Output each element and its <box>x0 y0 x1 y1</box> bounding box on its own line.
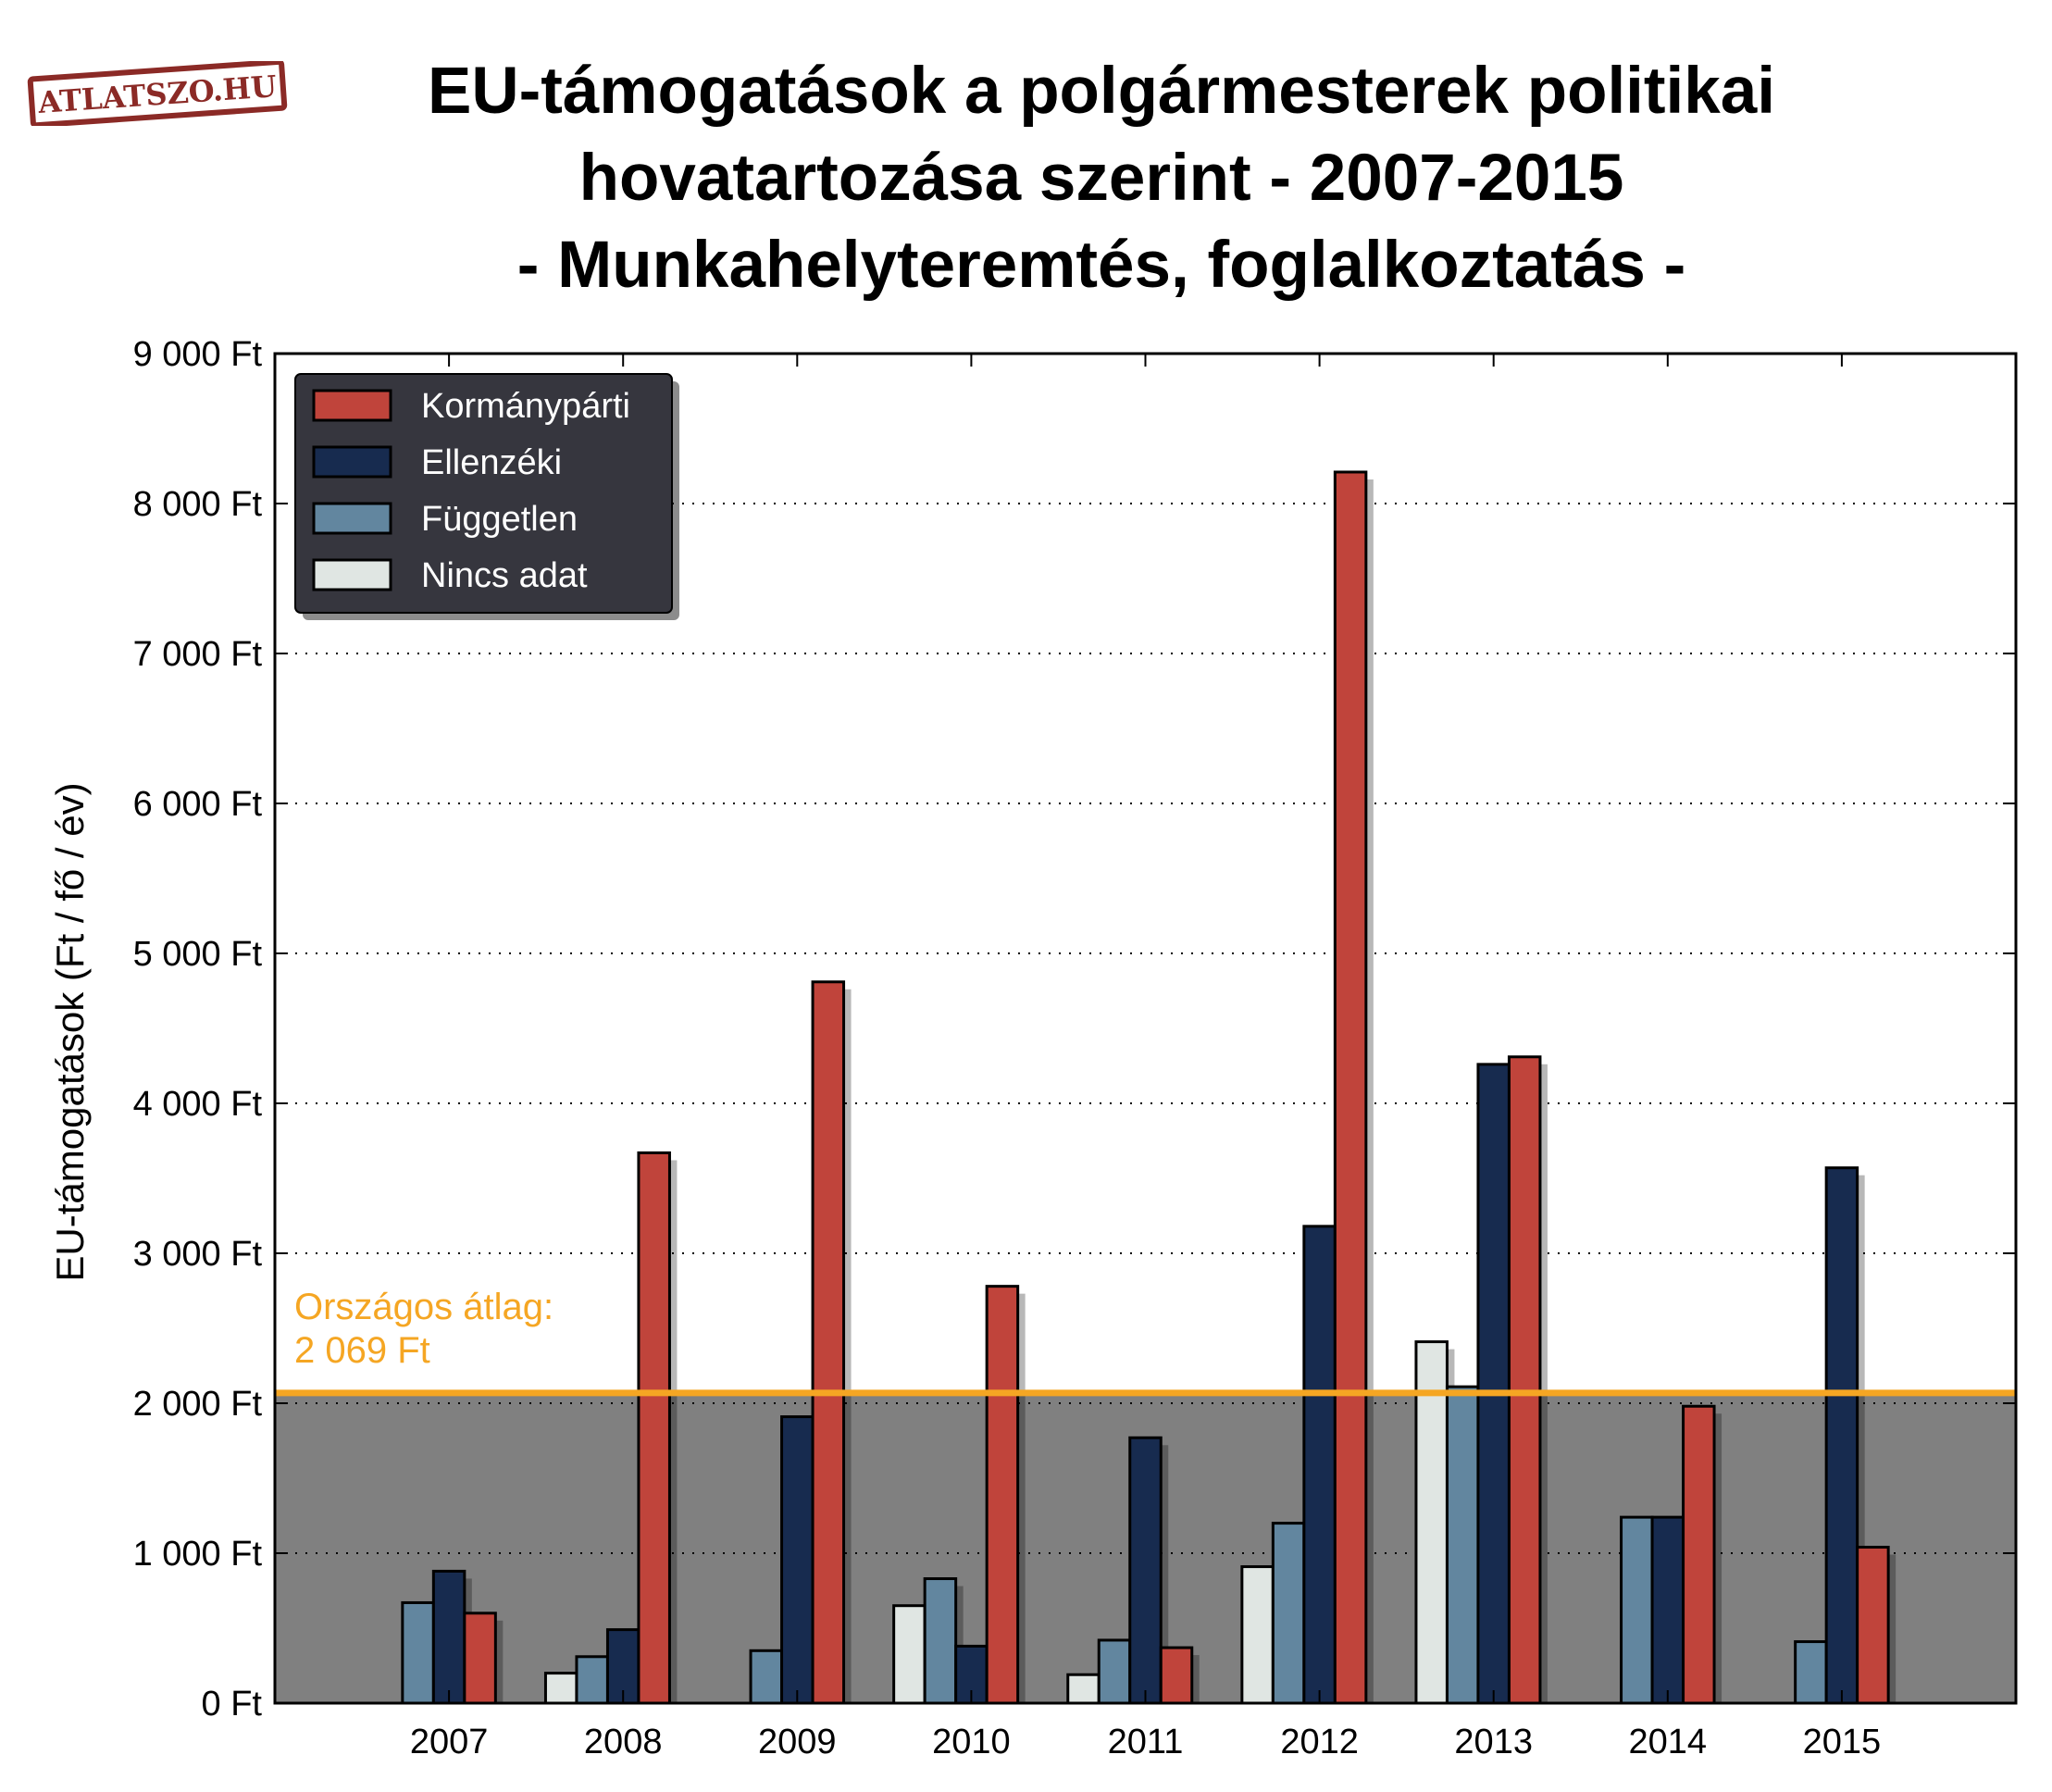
bar-fuggetlen-2007 <box>401 1600 435 1705</box>
bar-ellenzeki-2014 <box>1650 1515 1685 1705</box>
bar-fuggetlen-2009 <box>749 1649 784 1705</box>
bar-nincs-adat-2012 <box>1240 1565 1275 1705</box>
y-tick-label: 0 Ft <box>202 1685 263 1724</box>
bar-kormanyparti-2011 <box>1159 1646 1194 1705</box>
average-label-value: 2 069 Ft <box>294 1330 430 1371</box>
y-tick-label: 4 000 Ft <box>133 1085 263 1124</box>
bar-kormanyparti-2014 <box>1682 1404 1716 1705</box>
bar-ellenzeki-2013 <box>1476 1063 1511 1705</box>
legend-label: Ellenzéki <box>421 443 562 482</box>
bar-ellenzeki-2012 <box>1302 1225 1337 1705</box>
bar-ellenzeki-2011 <box>1128 1436 1163 1705</box>
bar-ellenzeki-2015 <box>1824 1166 1859 1705</box>
legend-box <box>294 373 673 614</box>
x-tick-label: 2008 <box>584 1723 663 1761</box>
bar-fuggetlen-2011 <box>1097 1638 1132 1705</box>
bar-kormanyparti-2008 <box>637 1151 671 1705</box>
bar-fuggetlen-2013 <box>1445 1385 1480 1705</box>
bar-fuggetlen-2010 <box>923 1577 958 1705</box>
legend-label: Független <box>421 500 578 539</box>
bar-ellenzeki-2009 <box>780 1415 815 1705</box>
x-tick-label: 2013 <box>1454 1723 1533 1761</box>
y-tick-label: 6 000 Ft <box>133 785 263 824</box>
x-tick-label: 2007 <box>410 1723 489 1761</box>
chart-title: EU-támogatások a polgármesterek politika… <box>428 55 1775 302</box>
legend-swatch-ellenzeki <box>312 445 392 479</box>
bar-fuggetlen-2008 <box>575 1655 609 1705</box>
x-tick-label: 2009 <box>758 1723 837 1761</box>
average-label-title: Országos átlag: <box>294 1287 553 1327</box>
bar-kormanyparti-2007 <box>463 1612 497 1705</box>
y-tick-label: 8 000 Ft <box>133 485 263 524</box>
y-tick-label: 9 000 Ft <box>133 335 263 374</box>
bar-nincs-adat-2013 <box>1414 1340 1449 1705</box>
legend: Kormánypárti Ellenzéki Független Nincs adat <box>294 373 679 620</box>
bar-kormanyparti-2010 <box>985 1285 1020 1705</box>
legend-swatch-fuggetlen <box>312 502 392 535</box>
legend-swatch-nincs-adat <box>312 558 392 591</box>
x-tick-label: 2015 <box>1803 1723 1882 1761</box>
y-tick-label: 5 000 Ft <box>133 935 263 974</box>
bar-ellenzeki-2007 <box>431 1569 466 1705</box>
bar-kormanyparti-2015 <box>1856 1546 1890 1705</box>
bar-nincs-adat-2010 <box>892 1604 927 1705</box>
x-tick-label: 2012 <box>1280 1723 1359 1761</box>
y-axis-label: EU-támogatások (Ft / fő / év) <box>48 782 92 1281</box>
atlatszo-logo: ATLATSZO.HU <box>27 61 288 126</box>
y-tick-label: 7 000 Ft <box>133 635 263 674</box>
x-tick-label: 2010 <box>932 1723 1011 1761</box>
bar-fuggetlen-2014 <box>1620 1515 1654 1705</box>
bar-fuggetlen-2015 <box>1794 1640 1828 1705</box>
x-tick-label: 2011 <box>1108 1723 1184 1761</box>
y-tick-label: 3 000 Ft <box>133 1235 263 1274</box>
bar-kormanyparti-2013 <box>1507 1055 1542 1705</box>
legend-label: Kormánypárti <box>421 387 630 426</box>
bar-kormanyparti-2012 <box>1333 470 1368 1705</box>
bar-nincs-adat-2008 <box>543 1672 578 1705</box>
bar-fuggetlen-2012 <box>1271 1522 1306 1705</box>
x-tick-label: 2014 <box>1629 1723 1708 1761</box>
y-tick-label: 2 000 Ft <box>133 1385 263 1424</box>
y-tick-label: 1 000 Ft <box>133 1535 263 1574</box>
bar-nincs-adat-2011 <box>1066 1673 1101 1705</box>
legend-swatch-kormanyparti <box>312 389 392 422</box>
bar-kormanyparti-2009 <box>811 980 846 1705</box>
legend-label: Nincs adat <box>421 556 588 595</box>
